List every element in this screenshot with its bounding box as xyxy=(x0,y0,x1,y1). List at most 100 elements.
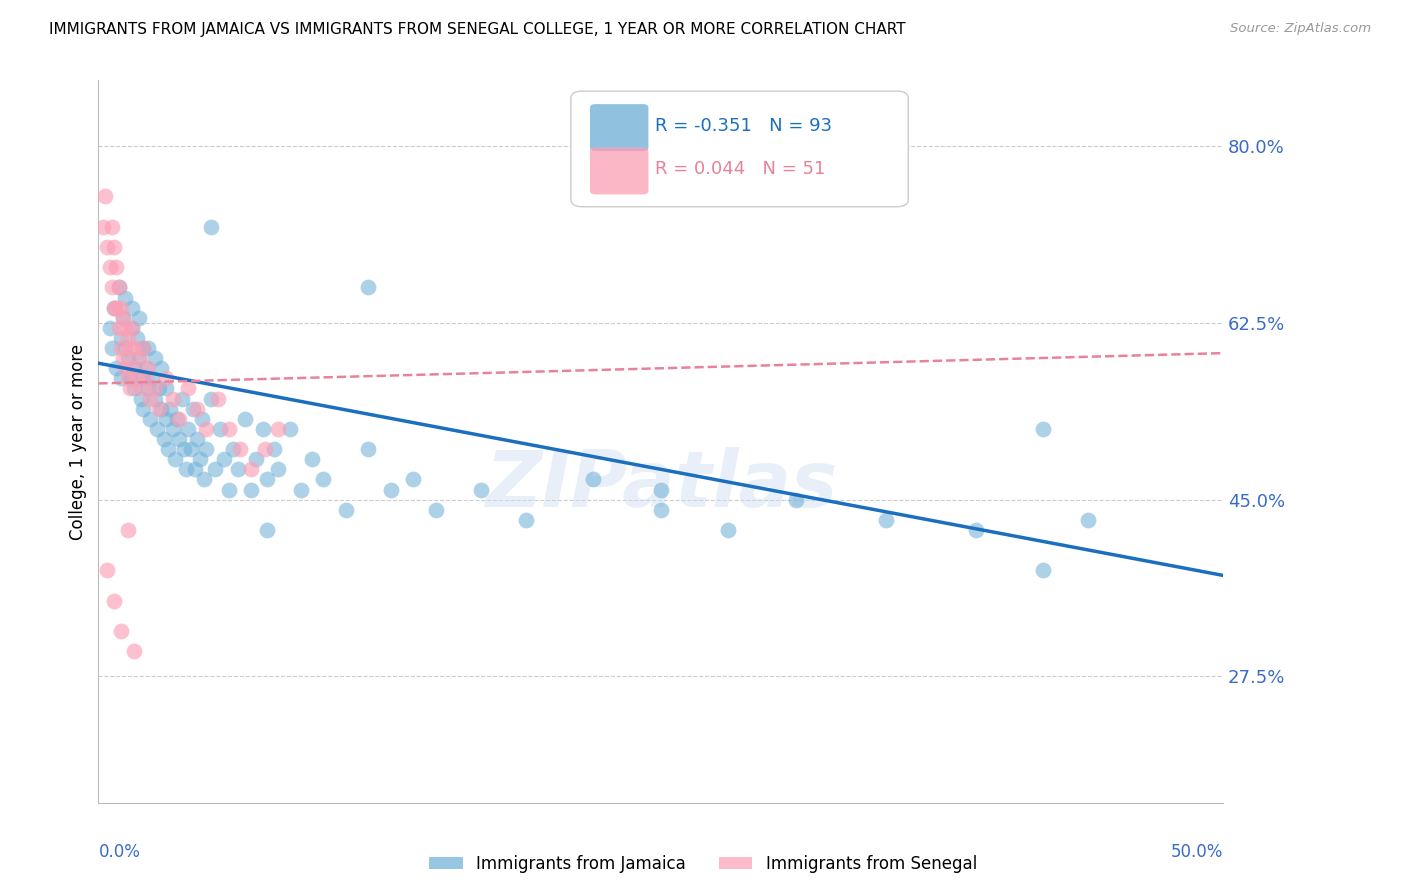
Point xyxy=(240,483,263,497)
Point xyxy=(267,422,290,436)
Point xyxy=(180,442,202,456)
Point xyxy=(253,442,276,456)
Point xyxy=(204,462,226,476)
FancyBboxPatch shape xyxy=(591,147,648,194)
Point xyxy=(965,523,987,537)
Point xyxy=(181,401,204,416)
Point xyxy=(105,301,128,315)
Point xyxy=(222,442,245,456)
Point xyxy=(169,432,191,446)
Point xyxy=(278,422,301,436)
Point xyxy=(335,502,357,516)
Point xyxy=(163,452,186,467)
Point xyxy=(96,240,118,254)
Point xyxy=(191,412,214,426)
Point xyxy=(110,301,132,315)
Point xyxy=(177,382,200,396)
Point xyxy=(141,371,163,385)
Point xyxy=(256,523,278,537)
Point xyxy=(174,462,197,476)
Point xyxy=(150,401,173,416)
Point xyxy=(717,523,740,537)
Text: 50.0%: 50.0% xyxy=(1171,843,1223,861)
Point xyxy=(166,412,188,426)
Point xyxy=(103,240,125,254)
FancyBboxPatch shape xyxy=(591,104,648,151)
Point xyxy=(650,502,672,516)
Point xyxy=(515,513,537,527)
Point xyxy=(170,392,193,406)
Point xyxy=(101,280,124,294)
Point xyxy=(129,392,152,406)
Legend: Immigrants from Jamaica, Immigrants from Senegal: Immigrants from Jamaica, Immigrants from… xyxy=(422,848,984,880)
Point xyxy=(226,462,249,476)
Point xyxy=(107,280,129,294)
Point xyxy=(121,321,143,335)
Point xyxy=(256,472,278,486)
Point xyxy=(200,392,222,406)
Point xyxy=(380,483,402,497)
Point xyxy=(267,462,290,476)
Point xyxy=(118,371,141,385)
Point xyxy=(101,341,124,355)
Point xyxy=(128,310,150,325)
Point xyxy=(114,291,136,305)
Point xyxy=(152,432,174,446)
Point xyxy=(208,422,231,436)
Point xyxy=(114,321,136,335)
Point xyxy=(146,422,169,436)
Point xyxy=(169,412,191,426)
Point xyxy=(252,422,274,436)
Point xyxy=(143,351,166,366)
Point xyxy=(155,412,177,426)
Point xyxy=(139,392,162,406)
Point xyxy=(200,219,222,234)
Point xyxy=(132,341,155,355)
Point xyxy=(128,351,150,366)
Point xyxy=(139,412,162,426)
Point xyxy=(114,361,136,376)
Point xyxy=(150,361,173,376)
Point xyxy=(218,483,240,497)
Point xyxy=(98,260,121,275)
Point xyxy=(112,351,135,366)
Point xyxy=(184,462,207,476)
Point xyxy=(148,382,170,396)
Point xyxy=(159,401,181,416)
Point xyxy=(177,422,200,436)
Point xyxy=(121,301,143,315)
Point xyxy=(129,382,152,396)
Point xyxy=(118,341,141,355)
Point xyxy=(229,442,252,456)
Point xyxy=(425,502,447,516)
Point xyxy=(193,472,215,486)
Point xyxy=(357,442,380,456)
Point xyxy=(101,219,124,234)
Text: IMMIGRANTS FROM JAMAICA VS IMMIGRANTS FROM SENEGAL COLLEGE, 1 YEAR OR MORE CORRE: IMMIGRANTS FROM JAMAICA VS IMMIGRANTS FR… xyxy=(49,22,905,37)
Point xyxy=(195,442,218,456)
Point xyxy=(214,452,236,467)
Point xyxy=(173,442,195,456)
Point xyxy=(290,483,312,497)
Point xyxy=(103,593,125,607)
Point xyxy=(155,382,177,396)
Point xyxy=(357,280,380,294)
Point xyxy=(155,371,177,385)
Point xyxy=(312,472,335,486)
Point xyxy=(107,321,129,335)
Point xyxy=(110,371,132,385)
Point xyxy=(117,523,139,537)
Point xyxy=(195,422,218,436)
Point xyxy=(125,331,148,345)
Point xyxy=(582,472,605,486)
Point xyxy=(114,341,136,355)
Point xyxy=(121,361,143,376)
Point xyxy=(135,361,157,376)
Text: R = -0.351   N = 93: R = -0.351 N = 93 xyxy=(655,117,832,135)
Point xyxy=(132,371,155,385)
Point xyxy=(107,280,129,294)
Point xyxy=(1077,513,1099,527)
Point xyxy=(186,401,208,416)
Point xyxy=(117,331,139,345)
Point xyxy=(121,321,143,335)
